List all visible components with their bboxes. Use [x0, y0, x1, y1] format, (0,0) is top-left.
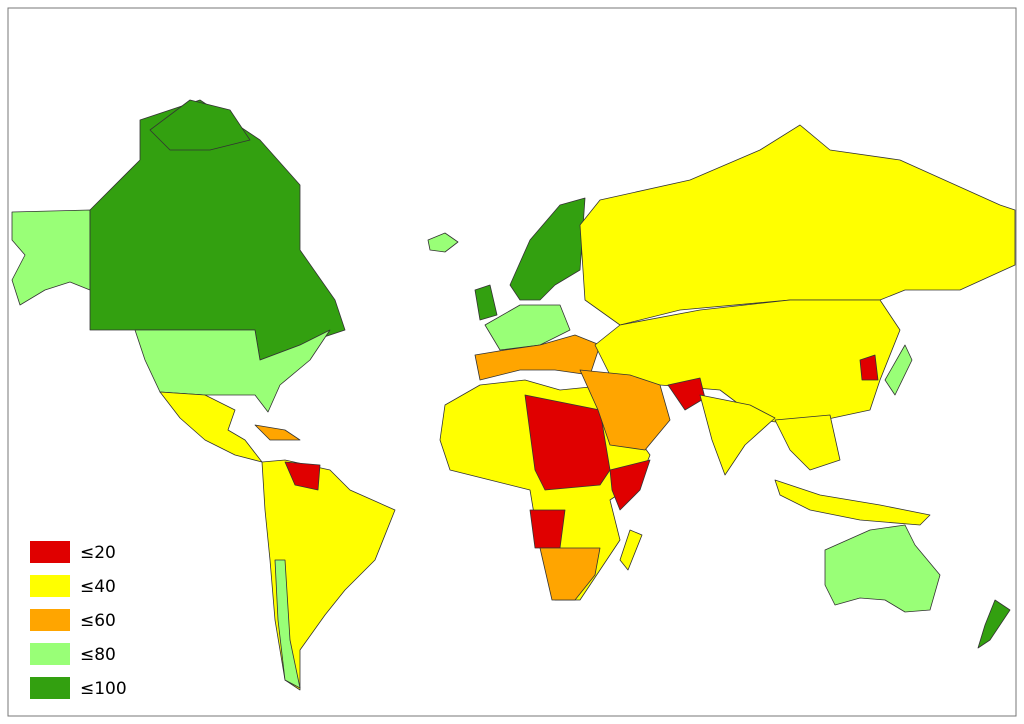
world-map [11, 99, 1016, 691]
legend-swatch [30, 609, 70, 631]
mexico [159, 391, 263, 463]
legend-swatch [30, 643, 70, 665]
southern-europe [474, 334, 601, 381]
angola [529, 509, 566, 549]
legend-swatch [30, 677, 70, 699]
legend-label: ≤20 [80, 543, 116, 563]
western-europe [484, 304, 571, 351]
madagascar [619, 529, 643, 571]
southeast-asia [774, 414, 841, 471]
caribbean [254, 424, 301, 441]
russia [579, 124, 1016, 326]
legend-label: ≤40 [80, 577, 116, 597]
australia [824, 524, 941, 613]
new-zealand [977, 599, 1011, 649]
scandinavia [509, 197, 586, 301]
india [699, 394, 776, 476]
legend: ≤20 ≤40 ≤60 ≤80 ≤100 [30, 541, 127, 699]
south-america [261, 459, 396, 691]
canada-islands [149, 99, 251, 151]
horn-of-africa [609, 459, 651, 511]
legend-label: ≤100 [80, 679, 127, 699]
north-korea [859, 354, 879, 381]
chile [274, 559, 301, 689]
southern-africa [539, 547, 601, 601]
central-africa [524, 394, 611, 491]
legend-label: ≤60 [80, 611, 116, 631]
legend-swatch [30, 575, 70, 597]
legend-swatch [30, 541, 70, 563]
uk [474, 284, 498, 321]
legend-label: ≤80 [80, 645, 116, 665]
venezuela [284, 461, 321, 491]
indonesia [774, 479, 931, 526]
japan [884, 344, 913, 396]
iceland [427, 232, 459, 253]
middle-east [579, 369, 671, 451]
